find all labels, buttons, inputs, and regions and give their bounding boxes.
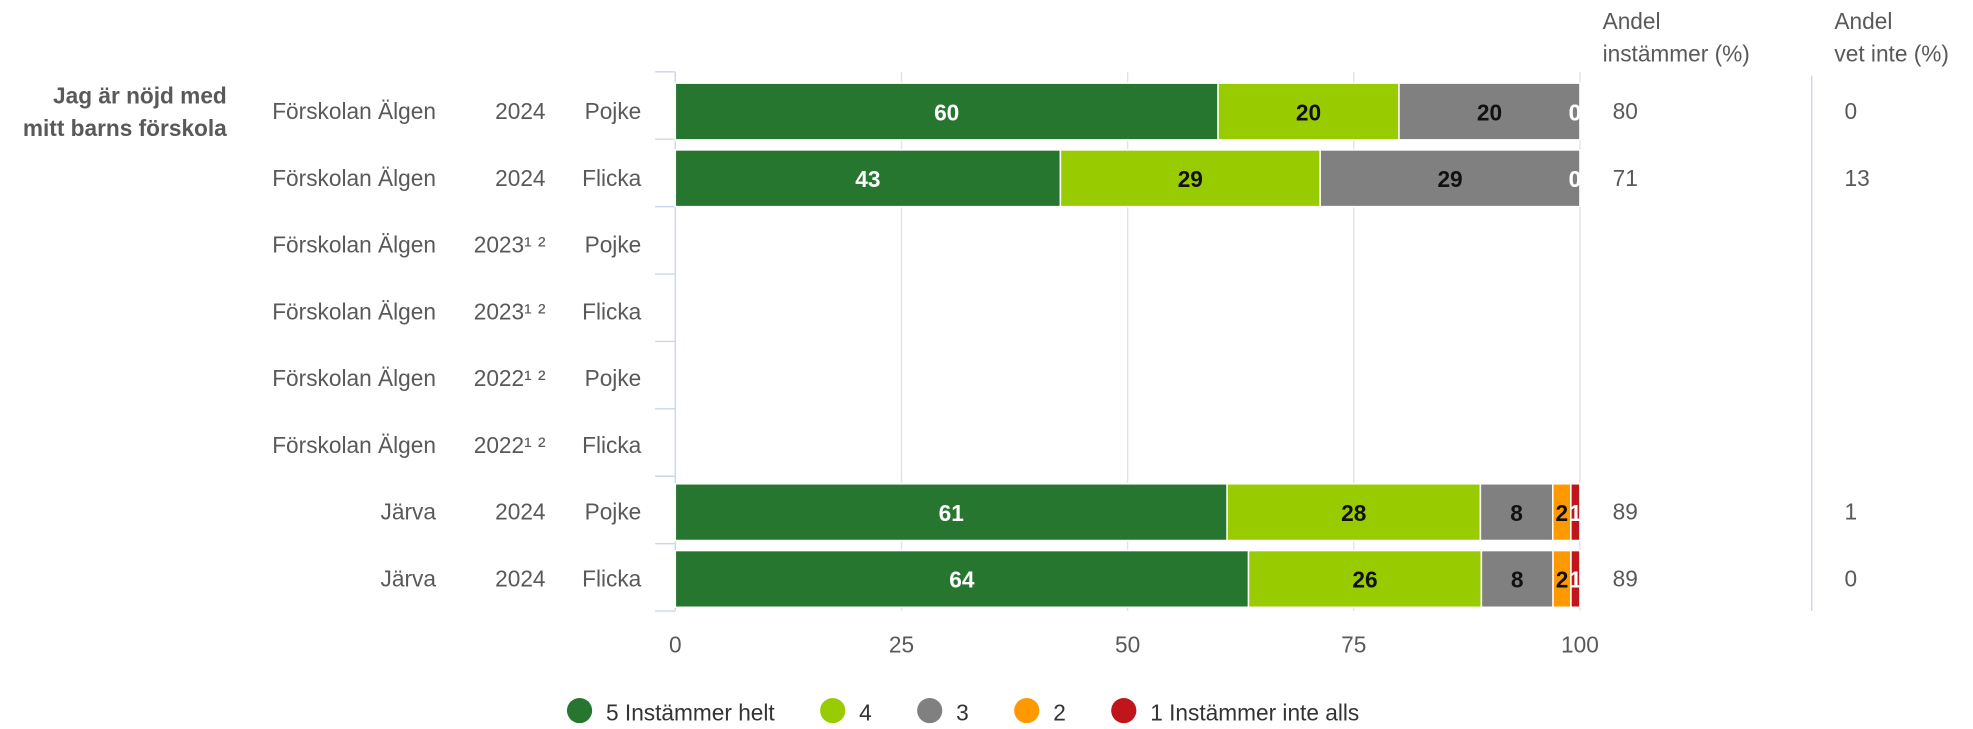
question-label: mitt barns förskola: [23, 115, 227, 141]
row-year-label: 2024: [495, 98, 545, 124]
row-group-label: Flicka: [582, 432, 642, 458]
bar-segment: [1570, 483, 1581, 542]
x-tick-label: 50: [1115, 632, 1140, 658]
row-year-label: 2023¹ ²: [474, 232, 546, 258]
bar-segment: [1059, 149, 1321, 208]
bar-segment: [674, 549, 1250, 609]
bar-segment: [674, 483, 1228, 542]
row-year-label: 2024: [495, 499, 545, 525]
bar-segment: [1247, 549, 1483, 609]
bar-segment: [1319, 149, 1581, 208]
row-group-label: Flicka: [582, 165, 642, 191]
x-tick-label: 25: [889, 632, 914, 658]
bar-segment: [1479, 483, 1554, 542]
data-label: 29: [1437, 166, 1462, 192]
data-label: 60: [934, 99, 959, 125]
dontknow-value: 1: [1844, 499, 1857, 525]
x-tick-label: 0: [669, 632, 682, 658]
column-header-agree: Andel: [1603, 8, 1661, 34]
bar-segment: [674, 149, 1062, 208]
data-label: 29: [1178, 166, 1203, 192]
data-label: 61: [939, 500, 964, 526]
row-group-label: Pojke: [585, 499, 642, 525]
legend-marker: [566, 697, 593, 724]
data-label: 1: [1569, 500, 1582, 526]
row-unit-label: Förskolan Älgen: [272, 432, 436, 458]
row-unit-label: Järva: [381, 499, 437, 525]
data-label: 1: [1569, 567, 1582, 593]
data-label: 8: [1511, 567, 1524, 593]
legend-item-label: 3: [956, 700, 969, 726]
row-group-label: Pojke: [585, 232, 642, 258]
data-label: 0: [1569, 99, 1582, 125]
x-tick-label: 100: [1561, 632, 1599, 658]
x-tick-label: 75: [1341, 632, 1366, 658]
row-year-label: 2023¹ ²: [474, 298, 546, 324]
data-label: 2: [1556, 567, 1569, 593]
data-label: 0: [1569, 166, 1582, 192]
row-year-label: 2022¹ ²: [474, 365, 546, 391]
legend-marker: [820, 697, 846, 724]
data-label: 28: [1341, 500, 1366, 526]
data-label: 0: [1569, 166, 1582, 192]
row-group-label: Flicka: [582, 565, 642, 591]
data-label: 26: [1352, 567, 1377, 593]
legend-marker: [1014, 697, 1040, 724]
dontknow-value: 0: [1844, 565, 1857, 591]
row-group-label: Flicka: [582, 298, 642, 324]
row-unit-label: Förskolan Älgen: [272, 365, 436, 391]
data-label: 20: [1296, 99, 1321, 125]
data-label: 8: [1510, 500, 1523, 526]
legend-item-label: 5 Instämmer helt: [606, 700, 775, 726]
row-unit-label: Förskolan Älgen: [272, 98, 436, 124]
bar-segment: [1480, 549, 1554, 609]
row-group-label: Pojke: [585, 365, 642, 391]
question-label: Jag är nöjd med: [53, 82, 227, 108]
legend-item-label: 2: [1053, 700, 1066, 726]
data-label: 43: [855, 166, 880, 192]
agree-value: 71: [1613, 165, 1638, 191]
legend-marker: [917, 697, 943, 724]
row-year-label: 2024: [495, 565, 545, 591]
row-unit-label: Järva: [381, 565, 437, 591]
data-label: 20: [1477, 99, 1502, 125]
row-year-label: 2024: [495, 165, 545, 191]
column-header-dontknow: Andel: [1834, 8, 1892, 34]
bar-segment: [674, 82, 1219, 141]
dontknow-value: 0: [1844, 98, 1857, 124]
row-year-label: 2022¹ ²: [474, 432, 546, 458]
column-header-agree: instämmer (%): [1603, 41, 1750, 67]
row-group-label: Pojke: [585, 98, 642, 124]
data-label: 64: [949, 567, 975, 593]
legend-item-label: 1 Instämmer inte alls: [1150, 700, 1359, 726]
bar-segment: [1570, 549, 1581, 609]
bar-segment: [1226, 483, 1482, 542]
legend-item-label: 4: [859, 700, 872, 726]
agree-value: 80: [1613, 98, 1638, 124]
agree-value: 89: [1613, 565, 1638, 591]
bar-segment: [1398, 82, 1581, 141]
row-unit-label: Förskolan Älgen: [272, 298, 436, 324]
column-header-dontknow: vet inte (%): [1834, 41, 1949, 67]
legend-marker: [1111, 697, 1137, 724]
agree-value: 89: [1613, 499, 1638, 525]
data-label: 0: [1569, 99, 1582, 125]
row-unit-label: Förskolan Älgen: [272, 165, 436, 191]
data-label: 2: [1556, 500, 1569, 526]
dontknow-value: 13: [1844, 165, 1869, 191]
row-unit-label: Förskolan Älgen: [272, 232, 436, 258]
